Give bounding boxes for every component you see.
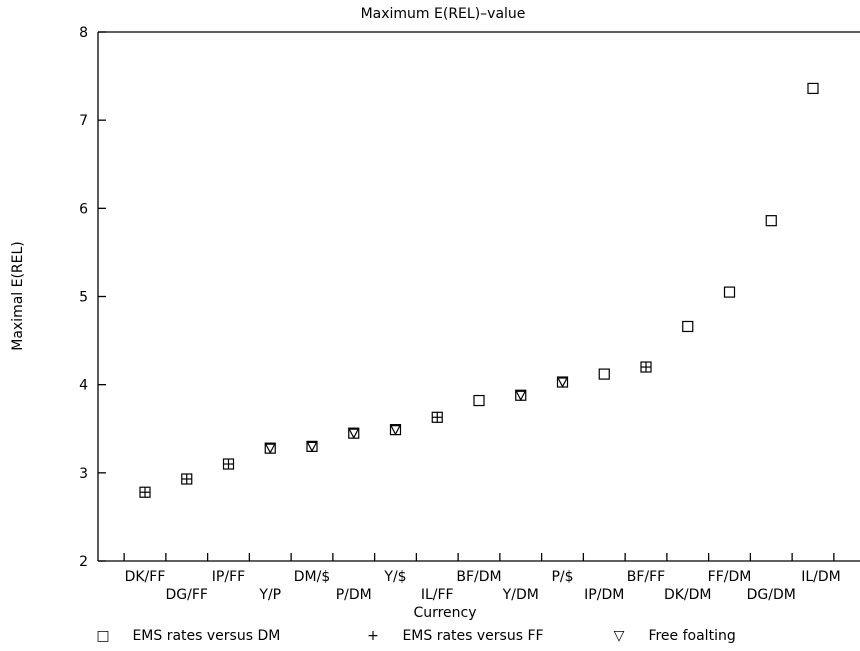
chart-title: Maximum E(REL)–value — [361, 6, 526, 22]
x-tick-label: Y/DM — [502, 587, 539, 603]
square-marker — [682, 320, 694, 333]
data-point — [765, 215, 777, 227]
x-tick-label: DG/DM — [747, 587, 796, 603]
legend-item-dm: □ EMS rates versus DM — [92, 626, 280, 646]
y-tick-label: 3 — [79, 466, 88, 482]
triangle-marker — [306, 441, 318, 453]
legend-plus-symbol: + — [367, 628, 379, 644]
y-tick-label: 6 — [79, 201, 88, 217]
data-point — [389, 424, 402, 436]
x-tick-label: IL/FF — [421, 587, 454, 603]
data-point — [264, 442, 276, 454]
x-tick-label: DK/DM — [664, 587, 712, 603]
square-marker — [807, 82, 819, 95]
x-tick-label: FF/DM — [708, 569, 752, 585]
y-tick-label: 8 — [79, 25, 88, 41]
triangle-marker — [515, 390, 527, 402]
y-tick-label: 2 — [79, 554, 88, 570]
square-marker — [723, 286, 736, 298]
data-point — [348, 427, 360, 439]
x-tick-label: DM/$ — [294, 569, 330, 585]
x-tick-label: DK/FF — [125, 569, 166, 585]
data-points — [139, 82, 819, 498]
legend: □ EMS rates versus DM + EMS rates versus… — [0, 626, 860, 648]
triangle-marker — [264, 443, 276, 454]
x-tick-label: IP/FF — [212, 569, 245, 585]
triangle-marker — [348, 428, 360, 439]
x-tick-label: DG/FF — [166, 587, 208, 603]
legend-square-symbol: □ — [96, 628, 110, 644]
y-tick-label: 5 — [79, 290, 88, 306]
legend-item-ff: + EMS rates versus FF — [362, 626, 544, 646]
data-point — [222, 458, 235, 470]
legend-item-free: ▽ Free foalting — [608, 626, 736, 646]
data-point — [515, 389, 527, 402]
data-point — [723, 286, 736, 298]
x-tick-label: P/$ — [551, 569, 573, 585]
data-point — [181, 473, 193, 485]
data-point — [682, 320, 694, 333]
y-axis-label: Maximal E(REL) — [10, 241, 26, 351]
triangle-marker — [390, 425, 401, 436]
data-point — [640, 361, 652, 373]
x-tick-label: IP/DM — [584, 587, 624, 603]
data-point — [598, 368, 610, 380]
data-point — [807, 82, 819, 95]
square-marker — [473, 394, 485, 407]
data-point — [306, 440, 318, 453]
x-tick-label: P/DM — [336, 587, 372, 603]
x-tick-label: IL/DM — [801, 569, 841, 585]
legend-triangle-symbol: ▽ — [613, 628, 625, 644]
data-point — [431, 411, 443, 423]
legend-label: EMS rates versus DM — [132, 628, 281, 644]
x-tick-label: Y/P — [258, 587, 281, 603]
x-tick-label: BF/DM — [456, 569, 501, 585]
legend-label: Free foalting — [648, 628, 736, 644]
x-axis-label: Currency — [413, 605, 476, 621]
square-marker — [765, 215, 777, 227]
square-marker — [598, 368, 610, 380]
data-point — [139, 486, 151, 498]
data-point — [556, 376, 569, 388]
y-tick-label: 7 — [79, 113, 88, 129]
triangle-marker — [557, 377, 568, 388]
data-point — [473, 394, 485, 407]
legend-label: EMS rates versus FF — [402, 628, 544, 644]
x-tick-label: Y/$ — [383, 569, 406, 585]
y-tick-label: 4 — [79, 378, 88, 394]
x-tick-label: BF/FF — [627, 569, 665, 585]
y-axis-ticks: 2 3 4 5 6 7 8 — [79, 25, 106, 570]
